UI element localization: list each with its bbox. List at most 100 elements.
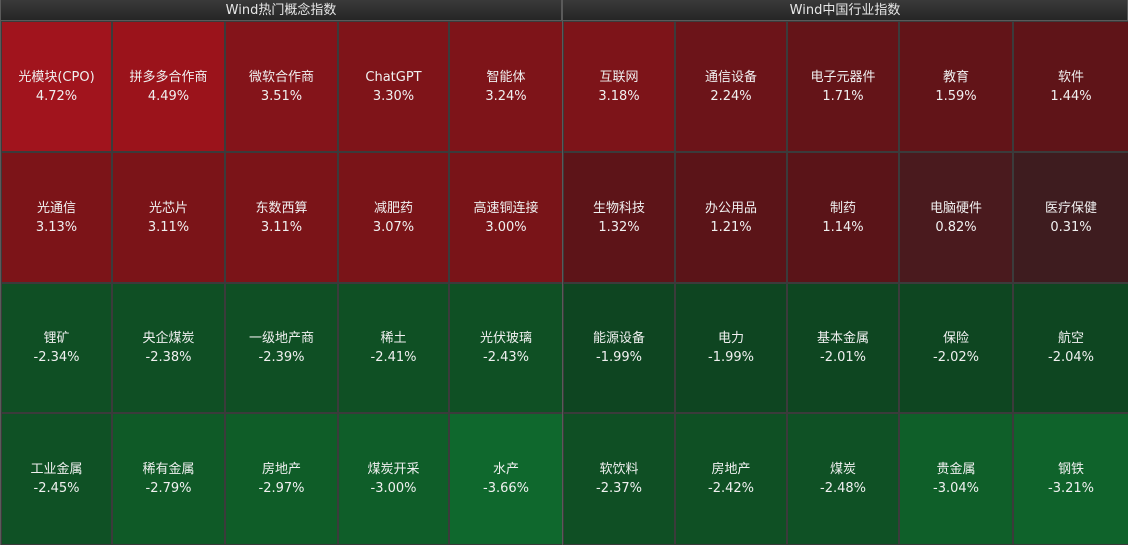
heatmap-cell[interactable]: 电力 -1.99% [675, 283, 787, 413]
cell-name: 拼多多合作商 [129, 69, 208, 85]
heatmap-cell[interactable]: 房地产 -2.42% [675, 413, 787, 545]
cell-name: 智能体 [486, 69, 526, 85]
cell-change-percent: -2.97% [258, 481, 305, 496]
heatmap-cell[interactable]: 医疗保健 0.31% [1013, 152, 1128, 283]
cell-name: 电脑硬件 [929, 200, 982, 216]
heatmap-cell[interactable]: 软饮料 -2.37% [563, 413, 675, 545]
cell-change-percent: 3.00% [485, 219, 527, 235]
heatmap-cell[interactable]: 智能体 3.24% [449, 21, 563, 152]
heatmap-cell[interactable]: 办公用品 1.21% [675, 152, 787, 283]
cell-change-percent: -2.34% [33, 350, 80, 365]
cell-change-percent: 0.82% [935, 219, 977, 235]
cell-name: 房地产 [711, 462, 751, 477]
panel-industry-index: Wind中国行业指数 互联网 3.18% 通信设备 2.24% 电子元器件 1.71% 教育… [562, 0, 1128, 545]
heatmap-cell[interactable]: 稀土 -2.41% [338, 283, 449, 413]
heatmap-cell[interactable]: 电脑硬件 0.82% [899, 152, 1013, 283]
heatmap-cell[interactable]: 煤炭 -2.48% [787, 413, 899, 545]
heatmap-cell[interactable]: ChatGPT 3.30% [338, 21, 449, 152]
heatmap-cell[interactable]: 房地产 -2.97% [225, 413, 338, 545]
heatmap-cell[interactable]: 通信设备 2.24% [675, 21, 787, 152]
heatmap-cell[interactable]: 高速铜连接 3.00% [449, 152, 563, 283]
heatmap-cell[interactable]: 一级地产商 -2.39% [225, 283, 338, 413]
heatmap-cell[interactable]: 煤炭开采 -3.00% [338, 413, 449, 545]
heatmap-cell[interactable]: 微软合作商 3.51% [225, 21, 338, 152]
cell-change-percent: -3.04% [933, 481, 979, 496]
cell-name: 基本金属 [816, 331, 869, 346]
heatmap-cell[interactable]: 稀有金属 -2.79% [112, 413, 225, 545]
heatmap-cell[interactable]: 航空 -2.04% [1013, 283, 1128, 413]
cell-name: 微软合作商 [248, 69, 314, 85]
cell-name: 软饮料 [599, 462, 639, 477]
cell-change-percent: 3.13% [35, 219, 78, 235]
heatmap-cell[interactable]: 生物科技 1.32% [563, 152, 675, 283]
cell-change-percent: 4.72% [35, 88, 78, 104]
heatmap-cell[interactable]: 软件 1.44% [1013, 21, 1128, 152]
heatmap-cell[interactable]: 电子元器件 1.71% [787, 21, 899, 152]
cell-change-percent: -2.02% [933, 350, 979, 365]
heatmap-cell[interactable]: 钢铁 -3.21% [1013, 413, 1128, 545]
heatmap-grid: 光模块(CPO) 4.72% 拼多多合作商 4.49% 微软合作商 3.51% ChatGP… [1, 21, 563, 545]
cell-name: 教育 [942, 69, 969, 85]
cell-change-percent: 1.32% [598, 219, 640, 235]
heatmap-cell[interactable]: 东数西算 3.11% [225, 152, 338, 283]
cell-name: 光模块(CPO) [18, 69, 95, 85]
cell-change-percent: 3.18% [598, 88, 640, 104]
cell-name: 钢铁 [1057, 462, 1084, 477]
cell-name: 光伏玻璃 [479, 331, 532, 346]
cell-change-percent: -3.00% [370, 481, 417, 496]
heatmap-cell[interactable]: 拼多多合作商 4.49% [112, 21, 225, 152]
cell-name: 贵金属 [936, 462, 976, 477]
cell-change-percent: 3.24% [485, 88, 527, 104]
cell-change-percent: -2.45% [33, 481, 80, 496]
cell-change-percent: 1.59% [935, 88, 977, 104]
cell-change-percent: 3.11% [147, 219, 190, 235]
heatmap-cell[interactable]: 光芯片 3.11% [112, 152, 225, 283]
cell-change-percent: 3.11% [260, 219, 303, 235]
heatmap-cell[interactable]: 贵金属 -3.04% [899, 413, 1013, 545]
heatmap-cell[interactable]: 工业金属 -2.45% [1, 413, 112, 545]
cell-change-percent: -2.43% [483, 350, 529, 365]
cell-change-percent: 2.24% [710, 88, 752, 104]
cell-name: 央企煤炭 [142, 331, 195, 346]
cell-change-percent: 3.30% [372, 88, 415, 104]
cell-name: 高速铜连接 [473, 200, 539, 216]
cell-name: 东数西算 [255, 200, 308, 216]
cell-name: 医疗保健 [1044, 200, 1097, 216]
cell-name: ChatGPT [365, 69, 422, 85]
cell-change-percent: -2.48% [820, 481, 866, 496]
cell-name: 光芯片 [148, 200, 188, 216]
heatmap-cell[interactable]: 光模块(CPO) 4.72% [1, 21, 112, 152]
cell-change-percent: -1.99% [708, 350, 754, 365]
cell-change-percent: 4.49% [147, 88, 190, 104]
cell-change-percent: 1.44% [1050, 88, 1092, 104]
cell-name: 生物科技 [592, 200, 645, 216]
cell-change-percent: 3.07% [372, 219, 415, 235]
heatmap-cell[interactable]: 保险 -2.02% [899, 283, 1013, 413]
heatmap-cell[interactable]: 能源设备 -1.99% [563, 283, 675, 413]
cell-change-percent: -2.01% [820, 350, 866, 365]
cell-name: 电子元器件 [810, 69, 876, 85]
heatmap-cell[interactable]: 水产 -3.66% [449, 413, 563, 545]
cell-name: 通信设备 [704, 69, 757, 85]
heatmap-cell[interactable]: 制药 1.14% [787, 152, 899, 283]
heatmap-cell[interactable]: 减肥药 3.07% [338, 152, 449, 283]
heatmap-cell[interactable]: 互联网 3.18% [563, 21, 675, 152]
cell-name: 保险 [942, 331, 969, 346]
cell-name: 房地产 [261, 462, 301, 477]
heatmap-cell[interactable]: 光伏玻璃 -2.43% [449, 283, 563, 413]
heatmap-cell[interactable]: 基本金属 -2.01% [787, 283, 899, 413]
cell-name: 电力 [717, 331, 744, 346]
heatmap-cell[interactable]: 光通信 3.13% [1, 152, 112, 283]
cell-name: 办公用品 [704, 200, 757, 216]
cell-change-percent: -2.79% [145, 481, 192, 496]
cell-name: 光通信 [36, 200, 76, 216]
cell-change-percent: -2.37% [596, 481, 642, 496]
cell-change-percent: -2.41% [370, 350, 417, 365]
cell-name: 工业金属 [30, 462, 83, 477]
heatmap-cell[interactable]: 央企煤炭 -2.38% [112, 283, 225, 413]
heatmap-cell[interactable]: 教育 1.59% [899, 21, 1013, 152]
heatmap-cell[interactable]: 锂矿 -2.34% [1, 283, 112, 413]
panel-title: Wind热门概念指数 [1, 0, 561, 21]
cell-change-percent: -2.39% [258, 350, 305, 365]
cell-name: 制药 [829, 200, 856, 216]
